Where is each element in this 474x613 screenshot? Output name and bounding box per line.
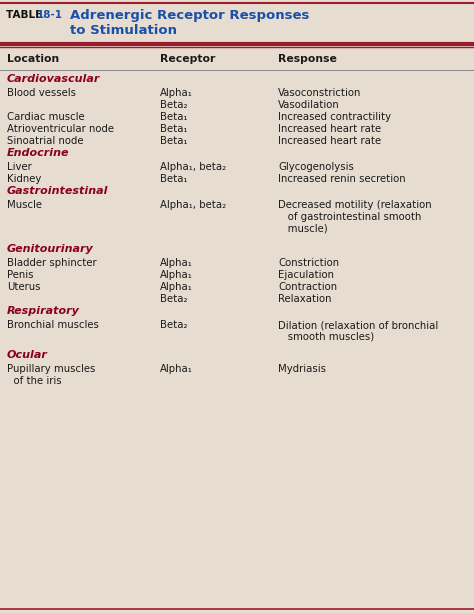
Text: Response: Response: [278, 54, 337, 64]
Text: Increased heart rate: Increased heart rate: [278, 124, 381, 134]
Text: Beta₂: Beta₂: [160, 320, 188, 330]
Text: Muscle: Muscle: [7, 200, 42, 210]
Text: Beta₂: Beta₂: [160, 294, 188, 304]
Text: Increased contractility: Increased contractility: [278, 112, 391, 122]
Text: Beta₁: Beta₁: [160, 112, 188, 122]
Text: Alpha₁, beta₂: Alpha₁, beta₂: [160, 162, 226, 172]
Text: Alpha₁: Alpha₁: [160, 282, 193, 292]
Text: Receptor: Receptor: [160, 54, 215, 64]
Text: Alpha₁: Alpha₁: [160, 270, 193, 280]
Text: Relaxation: Relaxation: [278, 294, 331, 304]
Text: to Stimulation: to Stimulation: [70, 24, 177, 37]
Text: Vasodilation: Vasodilation: [278, 100, 340, 110]
Text: Beta₂: Beta₂: [160, 100, 188, 110]
Text: Increased renin secretion: Increased renin secretion: [278, 174, 406, 184]
Text: Alpha₁: Alpha₁: [160, 88, 193, 98]
Text: Mydriasis: Mydriasis: [278, 364, 326, 374]
Text: Genitourinary: Genitourinary: [7, 244, 94, 254]
Text: Location: Location: [7, 54, 59, 64]
Text: Vasoconstriction: Vasoconstriction: [278, 88, 361, 98]
Text: Uterus: Uterus: [7, 282, 40, 292]
Text: Dilation (relaxation of bronchial
   smooth muscles): Dilation (relaxation of bronchial smooth…: [278, 320, 438, 341]
Text: Glycogenolysis: Glycogenolysis: [278, 162, 354, 172]
Text: Atrioventricular node: Atrioventricular node: [7, 124, 114, 134]
Text: Beta₁: Beta₁: [160, 174, 188, 184]
Text: Pupillary muscles
  of the iris: Pupillary muscles of the iris: [7, 364, 95, 386]
Text: Alpha₁: Alpha₁: [160, 364, 193, 374]
Text: Gastrointestinal: Gastrointestinal: [7, 186, 109, 196]
Text: Beta₁: Beta₁: [160, 124, 188, 134]
Text: Bladder sphincter: Bladder sphincter: [7, 258, 97, 268]
Text: TABLE: TABLE: [6, 10, 46, 20]
Text: Constriction: Constriction: [278, 258, 339, 268]
Text: Decreased motility (relaxation
   of gastrointestinal smooth
   muscle): Decreased motility (relaxation of gastro…: [278, 200, 432, 233]
Text: Penis: Penis: [7, 270, 34, 280]
Text: Ejaculation: Ejaculation: [278, 270, 334, 280]
Text: Kidney: Kidney: [7, 174, 41, 184]
Text: 18-1: 18-1: [37, 10, 63, 20]
Text: Alpha₁, beta₂: Alpha₁, beta₂: [160, 200, 226, 210]
Text: Respiratory: Respiratory: [7, 306, 80, 316]
Text: Contraction: Contraction: [278, 282, 337, 292]
Text: Adrenergic Receptor Responses: Adrenergic Receptor Responses: [70, 9, 310, 22]
Text: Cardiovascular: Cardiovascular: [7, 74, 100, 84]
Text: Sinoatrial node: Sinoatrial node: [7, 136, 83, 146]
Text: Increased heart rate: Increased heart rate: [278, 136, 381, 146]
Text: Alpha₁: Alpha₁: [160, 258, 193, 268]
Text: Bronchial muscles: Bronchial muscles: [7, 320, 99, 330]
Text: Endocrine: Endocrine: [7, 148, 70, 158]
Text: Liver: Liver: [7, 162, 32, 172]
Text: Ocular: Ocular: [7, 350, 48, 360]
Text: Blood vessels: Blood vessels: [7, 88, 76, 98]
Text: Beta₁: Beta₁: [160, 136, 188, 146]
Text: Cardiac muscle: Cardiac muscle: [7, 112, 85, 122]
